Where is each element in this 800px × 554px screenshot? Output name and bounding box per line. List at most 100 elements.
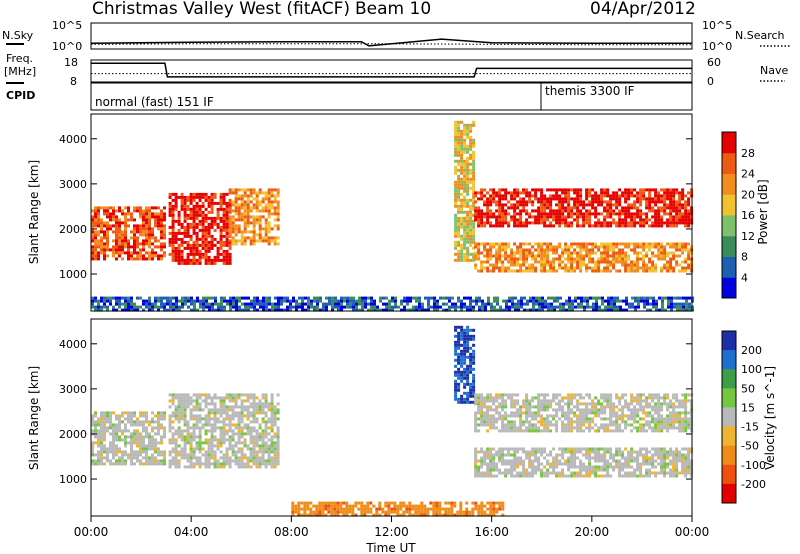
velocity-cell (615, 405, 619, 409)
power-cell (219, 204, 223, 208)
power-cell (558, 197, 562, 201)
velocity-cell (177, 408, 181, 412)
power-cell (171, 237, 175, 241)
power-cell (570, 257, 574, 261)
velocity-cell (109, 450, 112, 454)
velocity-cell (210, 438, 214, 442)
power-cell (624, 251, 628, 255)
power-cell (642, 248, 646, 252)
power-cell (204, 192, 208, 196)
power-cell (261, 227, 265, 231)
power-cell (258, 203, 262, 207)
velocity-cell (474, 426, 478, 430)
power-cell (180, 231, 184, 235)
velocity-cell (160, 438, 163, 442)
power-cell (247, 308, 250, 312)
power-cell (594, 251, 598, 255)
velocity-cell (472, 394, 476, 398)
power-cell (214, 308, 217, 312)
power-cell (106, 239, 109, 243)
power-cell (552, 194, 556, 198)
power-cell (183, 198, 187, 202)
velocity-cell (615, 426, 619, 430)
power-cell (177, 231, 181, 235)
power-cell (676, 305, 679, 309)
power-cell (513, 257, 517, 261)
velocity-cell (510, 420, 514, 424)
power-cell (325, 296, 328, 300)
power-cell (579, 245, 583, 249)
velocity-cell (525, 417, 529, 421)
velocity-cell (168, 465, 172, 469)
power-cell (486, 248, 490, 252)
velocity-cell (261, 435, 265, 439)
power-cell (540, 209, 544, 213)
power-cell (457, 228, 461, 232)
velocity-cell (249, 465, 253, 469)
power-cell (477, 215, 481, 219)
power-cell (666, 221, 670, 225)
power-cell (145, 227, 148, 231)
power-cell (237, 212, 241, 216)
velocity-cell (142, 462, 145, 466)
power-cell (651, 254, 655, 258)
power-cell (619, 305, 622, 309)
velocity-cell (636, 399, 640, 403)
velocity-cell (495, 399, 499, 403)
power-cell (171, 213, 175, 217)
power-cell (573, 191, 577, 195)
power-cell (474, 218, 478, 222)
velocity-cell (648, 396, 652, 400)
velocity-cell (100, 429, 103, 433)
power-cell (537, 200, 541, 204)
velocity-cell (148, 435, 151, 439)
velocity-cell (222, 459, 226, 463)
power-cell (561, 215, 565, 219)
power-cell (225, 225, 229, 229)
power-cell (591, 260, 595, 264)
power-cell (256, 302, 259, 306)
power-cell (225, 234, 229, 238)
power-cell (201, 234, 205, 238)
velocity-cell (651, 396, 655, 400)
velocity-cell (100, 453, 103, 457)
power-cell (103, 206, 106, 210)
power-cell (576, 221, 580, 225)
velocity-cell (192, 447, 196, 451)
power-cell (573, 251, 577, 255)
power-cell (406, 299, 409, 303)
velocity-cell (537, 402, 541, 406)
velocity-cell (216, 459, 220, 463)
power-cell (594, 245, 598, 249)
power-cell (234, 242, 238, 246)
power-cell (331, 305, 334, 309)
velocity-cell (127, 441, 130, 445)
power-cell (595, 299, 598, 303)
velocity-cell (261, 447, 265, 451)
power-cell (663, 200, 667, 204)
power-cell (274, 308, 277, 312)
velocity-cell (636, 411, 640, 415)
power-cell (622, 308, 625, 312)
power-cell (463, 258, 467, 262)
velocity-cell (103, 411, 106, 415)
power-cell (567, 269, 571, 273)
velocity-cell (163, 435, 166, 439)
power-cell (525, 266, 529, 270)
velocity-cell (469, 337, 473, 341)
power-cell (183, 234, 187, 238)
power-cell (669, 200, 673, 204)
power-cell (585, 218, 589, 222)
power-cell (514, 305, 517, 309)
power-cell (115, 257, 118, 261)
power-cell (225, 240, 229, 244)
velocity-cell (115, 423, 118, 427)
power-cell (498, 266, 502, 270)
power-cell (474, 257, 478, 261)
power-cell (178, 299, 181, 303)
power-cell (222, 207, 226, 211)
velocity-cell (91, 450, 94, 454)
velocity-cell (210, 429, 214, 433)
power-cell (243, 239, 247, 243)
power-cell (549, 242, 553, 246)
